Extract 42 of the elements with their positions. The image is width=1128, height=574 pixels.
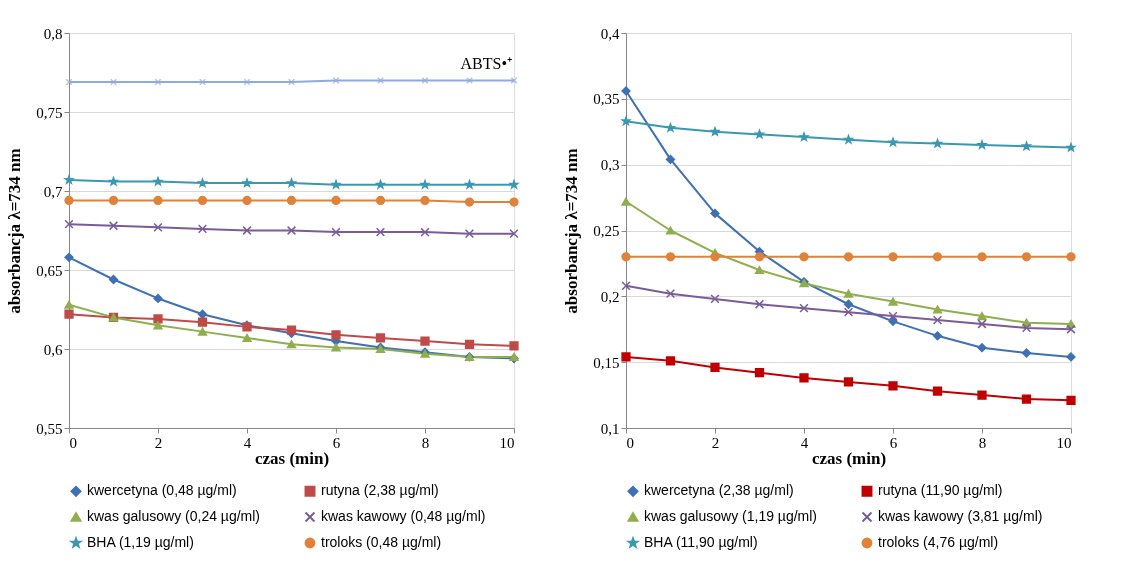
x-tick-label: 2 <box>154 434 163 451</box>
legend-label: troloks (0,48 µg/ml) <box>321 534 442 550</box>
x-tick-label: 4 <box>800 434 809 451</box>
x-tick-label: 10 <box>499 434 515 451</box>
x-tick-label: 0 <box>626 434 634 451</box>
legend-label: kwas kawowy (0,48 µg/ml) <box>321 508 486 524</box>
y-tick-label: 0,35 <box>593 91 620 108</box>
annotation: ABTS•⁺ <box>460 55 512 73</box>
x-axis-title: czas (min) <box>811 448 887 468</box>
y-axis-title: absorbancja λ=734 nm <box>562 148 582 314</box>
x-tick-label: 10 <box>1056 434 1072 451</box>
x-tick-label: 8 <box>421 434 430 451</box>
x-tick-label: 2 <box>711 434 720 451</box>
y-tick-label: 0,55 <box>36 420 63 437</box>
x-tick-label: 0 <box>69 434 77 451</box>
y-tick-label: 0,4 <box>600 25 620 42</box>
x-tick-label: 6 <box>332 434 341 451</box>
x-tick-label: 8 <box>978 434 987 451</box>
y-tick-label: 0,15 <box>593 354 620 371</box>
legend-label: kwercetyna (0,48 µg/ml) <box>87 482 237 499</box>
y-tick-label: 0,7 <box>43 183 63 200</box>
legend-label: kwas galusowy (0,24 µg/ml) <box>87 508 261 524</box>
x-axis-title: czas (min) <box>254 448 330 468</box>
legend-label: rutyna (11,90 µg/ml) <box>878 482 1003 499</box>
y-axis-title: absorbancja λ=734 nm <box>5 148 25 314</box>
y-tick-label: 0,6 <box>43 341 63 358</box>
legend-label: kwas galusowy (1,19 µg/ml) <box>644 508 818 524</box>
legend-label: kwercetyna (2,38 µg/ml) <box>644 482 794 499</box>
legend-label: BHA (1,19 µg/ml) <box>87 534 194 550</box>
legend-label: kwas kawowy (3,81 µg/ml) <box>878 508 1043 524</box>
y-tick-label: 0,2 <box>600 288 620 305</box>
legend-label: troloks (4,76 µg/ml) <box>878 534 999 550</box>
x-tick-label: 4 <box>243 434 252 451</box>
y-tick-label: 0,1 <box>600 420 620 437</box>
y-tick-label: 0,75 <box>36 104 63 121</box>
legend-label: rutyna (2,38 µg/ml) <box>321 482 439 499</box>
legend-label: BHA (11,90 µg/ml) <box>644 534 758 550</box>
y-tick-label: 0,25 <box>593 223 620 239</box>
y-tick-label: 0,3 <box>600 157 620 174</box>
y-tick-label: 0,8 <box>43 25 63 42</box>
y-tick-label: 0,65 <box>36 262 63 279</box>
x-tick-label: 6 <box>889 434 898 451</box>
